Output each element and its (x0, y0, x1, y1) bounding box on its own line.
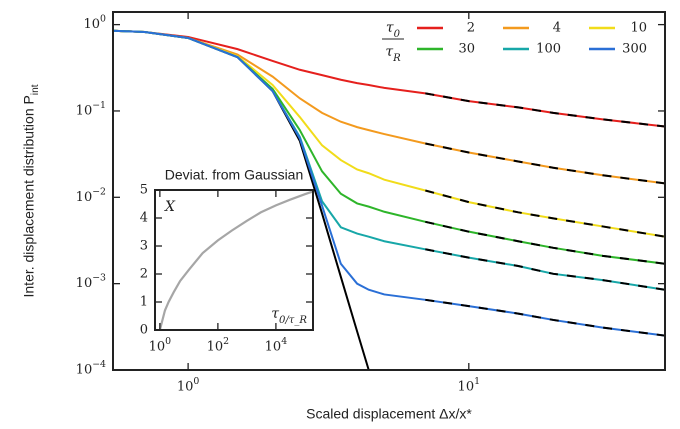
y-axis-label: Inter. displacement distribution Pint (21, 84, 41, 297)
series-group (113, 29, 665, 370)
series-group (158, 190, 313, 330)
y-tick-label: 5 (140, 183, 148, 198)
inset-title: Deviat. from Gaussian (165, 167, 304, 183)
plot-area (113, 29, 665, 370)
plot-area (158, 190, 313, 330)
inset-background (155, 190, 313, 330)
series-line (158, 190, 313, 330)
y-tick-label: 3 (140, 239, 148, 254)
legend-label: 100 (536, 42, 561, 57)
y-tick-label: 2 (140, 267, 148, 282)
legend-label: 2 (467, 21, 475, 36)
asymptote (425, 298, 665, 337)
series-line (113, 29, 665, 337)
y-tick-label: 0 (140, 323, 148, 338)
legend-label: 4 (553, 21, 561, 36)
legend-label: 30 (458, 42, 475, 57)
legend-label: 10 (630, 21, 647, 36)
inset-y-label: X (164, 199, 176, 215)
legend-label: 300 (622, 42, 647, 57)
asymptote (425, 92, 665, 128)
axes-frame (112, 11, 666, 371)
x-axis-label: Scaled displacement Δx/x* (306, 406, 472, 422)
series-line (113, 29, 665, 128)
series-line (113, 29, 665, 185)
asymptote (425, 142, 665, 185)
y-tick-label: 1 (140, 295, 148, 310)
asymptote (425, 220, 665, 265)
asymptote (425, 248, 665, 291)
axes-frame (154, 189, 314, 331)
asymptote (425, 189, 665, 238)
y-tick-label: 4 (140, 211, 148, 226)
